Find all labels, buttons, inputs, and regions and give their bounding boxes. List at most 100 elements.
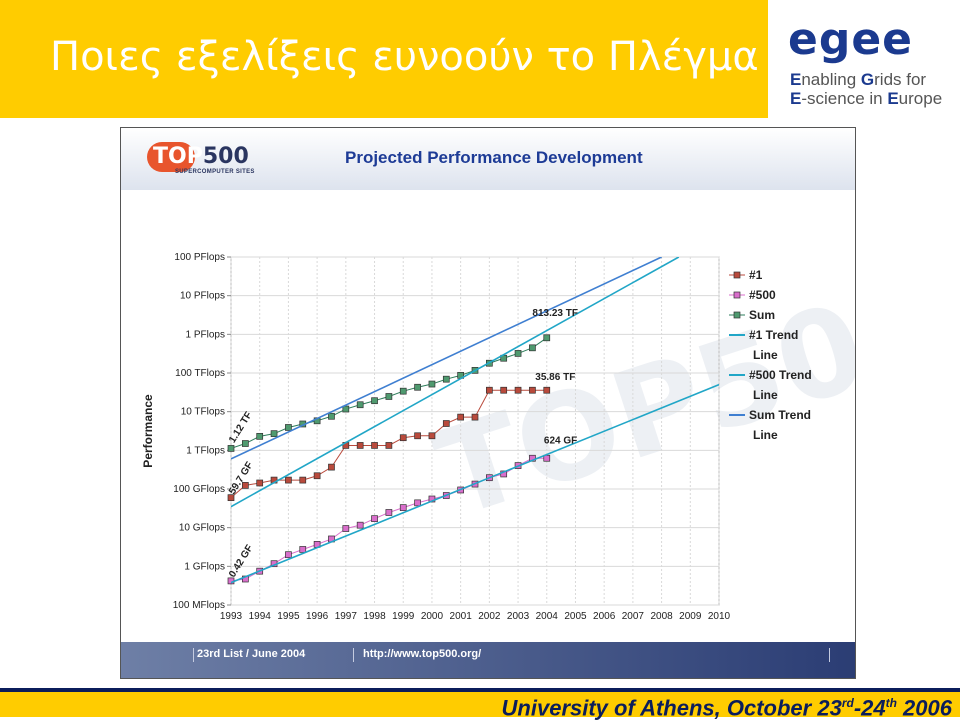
legend-label: Sum [749, 308, 775, 322]
legend-label: Line [753, 348, 778, 362]
chart-title: Projected Performance Development [345, 148, 643, 167]
y-tick-label: 10 TFlops [181, 407, 225, 418]
data-point [356, 521, 364, 529]
data-point [328, 412, 335, 420]
x-tick-label: 2003 [507, 611, 530, 622]
data-point [356, 442, 364, 449]
y-tick-label: 10 PFlops [180, 291, 225, 302]
x-tick-label: 2009 [679, 611, 702, 622]
top500-badge [147, 142, 195, 172]
legend-swatch-marker [733, 271, 741, 279]
x-tick-label: 1993 [220, 611, 243, 622]
data-point [514, 386, 522, 394]
chart-header: TOP500 SUPERCOMPUTER SITES Projected Per… [121, 128, 855, 190]
data-point [385, 442, 393, 449]
data-annotation: 813.23 TF [532, 308, 578, 319]
data-point [256, 432, 264, 440]
y-tick-label: 100 GFlops [173, 484, 225, 495]
footer-text-year: 2006 [896, 695, 952, 721]
series-line [231, 257, 662, 460]
x-tick-label: 2004 [536, 611, 559, 622]
data-point [399, 434, 407, 442]
x-tick-label: 2010 [708, 611, 731, 622]
tagline-letter: E [790, 89, 802, 108]
data-point [399, 504, 407, 511]
data-point [543, 334, 551, 342]
top500-number: 500 [202, 144, 249, 169]
x-tick-label: 2007 [622, 611, 645, 622]
x-tick-label: 1995 [277, 611, 300, 622]
title-band [0, 0, 768, 118]
data-point [371, 442, 378, 449]
footer-text-range: -24 [853, 695, 886, 721]
x-tick-label: 2006 [593, 611, 616, 622]
data-point [399, 387, 407, 395]
tagline-text: urope [898, 89, 943, 108]
data-point [428, 432, 436, 440]
data-point [342, 525, 350, 532]
y-tick-label: 100 PFlops [174, 252, 225, 263]
top500-prefix: TOP [153, 144, 203, 169]
footer-sup-th: th [885, 696, 897, 710]
legend-label: #500 [749, 288, 776, 302]
y-axis-label: Performance [141, 394, 155, 468]
data-point [299, 476, 307, 484]
tagline-letter: G [860, 70, 875, 89]
footer-divider [829, 648, 830, 662]
y-tick-label: 1 PFlops [186, 329, 225, 340]
data-point [242, 482, 249, 489]
x-tick-label: 2000 [421, 611, 444, 622]
y-tick-label: 100 TFlops [175, 368, 225, 379]
data-point [242, 440, 249, 447]
egee-logo-word: egee [788, 14, 914, 65]
data-annotation: 35.86 TF [535, 372, 575, 383]
data-point [529, 344, 536, 352]
data-point [414, 383, 421, 391]
data-point [385, 393, 393, 400]
legend-label: Sum Trend [749, 408, 811, 422]
egee-tagline: Enabling Grids for E-science in Europe [790, 70, 942, 108]
data-point [342, 405, 350, 413]
footer-text-main: University of Athens, October 23 [501, 695, 842, 721]
data-point [285, 476, 292, 484]
data-point [457, 413, 464, 421]
data-point [486, 386, 493, 394]
legend-label: Line [753, 428, 778, 442]
data-point [285, 424, 292, 431]
tagline-letter: E [887, 89, 899, 108]
x-tick-label: 1996 [306, 611, 329, 622]
y-tick-label: 1 TFlops [186, 445, 225, 456]
legend-label: #1 [749, 268, 763, 282]
data-point [543, 386, 551, 394]
series-line [231, 257, 680, 508]
legend-label: #500 Trend [749, 368, 812, 382]
data-point [471, 413, 479, 421]
x-tick-label: 2005 [564, 611, 587, 622]
tagline-text: -science in [801, 89, 888, 108]
x-tick-label: 2001 [450, 611, 473, 622]
x-tick-label: 1998 [363, 611, 386, 622]
egee-logo: egee Enabling Grids for E-science in Eur… [768, 0, 960, 118]
data-point [285, 551, 292, 559]
top500-url[interactable]: http://www.top500.org/ [363, 648, 482, 660]
data-point [442, 375, 450, 383]
data-point [270, 430, 278, 438]
x-tick-label: 1999 [392, 611, 415, 622]
data-point [313, 472, 321, 480]
slide-title: Ποιες εξελίξεις ευνοούν το Πλέγμα [50, 34, 759, 80]
y-tick-label: 10 GFlops [179, 523, 225, 534]
y-tick-label: 1 GFlops [184, 561, 225, 572]
data-point [256, 479, 264, 487]
legend-label: #1 Trend [749, 328, 798, 342]
footer-band [0, 688, 960, 717]
legend-label: Line [753, 388, 778, 402]
x-tick-label: 1997 [335, 611, 358, 622]
data-point [371, 397, 378, 405]
egee-tagline-line2: E-science in Europe [790, 89, 942, 108]
x-tick-label: 2002 [478, 611, 501, 622]
top500-logo-text: TOP500 [153, 144, 249, 169]
data-point [414, 432, 421, 440]
chart-footer-bar: 23rd List / June 2004 http://www.top500.… [121, 642, 855, 678]
data-point [385, 509, 393, 516]
